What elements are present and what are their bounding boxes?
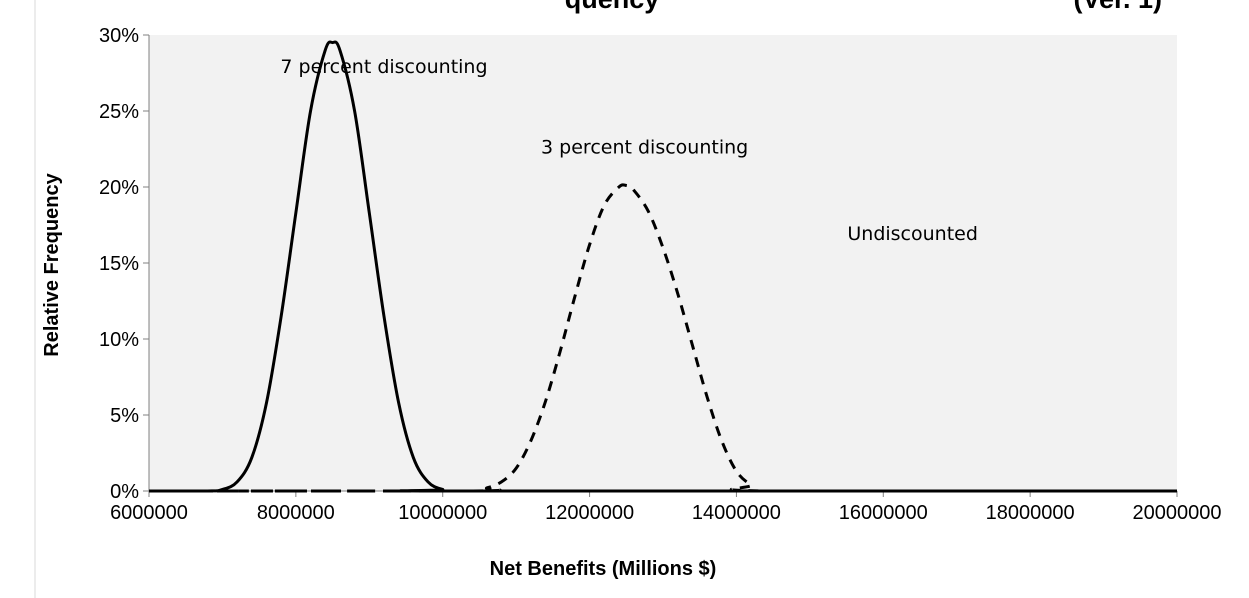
y-axis-title: Relative Frequency (41, 172, 63, 356)
x-tick-label: 12000000 (545, 502, 634, 524)
y-tick-label: 20% (99, 177, 139, 199)
series-annotation: 7 percent discounting (280, 56, 487, 78)
annotation-layer: 7 percent discounting 3 percent discounti… (280, 56, 978, 245)
y-tick-label: 0% (110, 481, 139, 503)
x-axis-title: Net Benefits (Millions $) (490, 558, 717, 580)
y-tick-label: 15% (99, 253, 139, 275)
series-annotation: Undiscounted (847, 223, 978, 245)
x-tick-label: 6000000 (110, 502, 188, 524)
plot-area (149, 35, 1177, 491)
series-annotation: 3 percent discounting (541, 137, 748, 159)
y-tick-label: 30% (99, 25, 139, 47)
series-line-dashed (148, 183, 1177, 493)
x-tick-label: 10000000 (398, 502, 487, 524)
y-tick-label: 10% (99, 329, 139, 351)
y-tick-label: 5% (110, 405, 139, 427)
chart-title-fragment: quency (565, 0, 660, 14)
x-tick-label: 16000000 (839, 502, 928, 524)
x-tick-label: 18000000 (986, 502, 1075, 524)
x-tick-label: 20000000 (1133, 502, 1222, 524)
y-tick-label: 25% (99, 101, 139, 123)
chart-title-suffix: (Ver. 1) (1073, 0, 1162, 14)
x-tick-label: 14000000 (692, 502, 781, 524)
title-layer: quency (Ver. 1) (565, 0, 1162, 14)
series-layer (148, 40, 1177, 493)
x-tick-label: 8000000 (257, 502, 335, 524)
axes: 0% 5% 10% 15% 20% 25% 30% 6000000 8000000 1000000… (34, 0, 1222, 598)
